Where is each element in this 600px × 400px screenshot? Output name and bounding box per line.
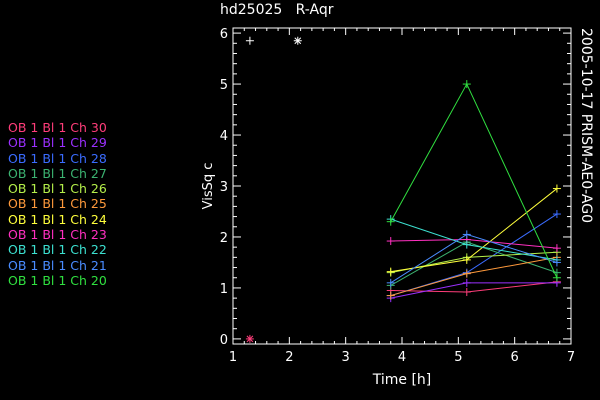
series-line bbox=[390, 239, 557, 249]
y-tick-label: 5 bbox=[220, 78, 228, 93]
series-line bbox=[390, 241, 558, 286]
legend-item: OB 1 Bl 1 Ch 25 bbox=[8, 196, 107, 212]
x-axis-label: Time [h] bbox=[372, 372, 432, 388]
y-tick-label: 0 bbox=[220, 333, 228, 348]
legend-item: OB 1 Bl 1 Ch 30 bbox=[8, 120, 107, 135]
x-tick-label: 2 bbox=[285, 350, 293, 365]
x-tick-label: 4 bbox=[398, 350, 406, 365]
y-tick-label: 1 bbox=[220, 282, 228, 297]
legend-item: OB 1 Bl 1 Ch 20 bbox=[8, 272, 107, 288]
series-line bbox=[390, 233, 558, 284]
extra-point bbox=[246, 335, 254, 343]
x-tick-label: 7 bbox=[567, 350, 575, 365]
legend-item: OB 1 Bl 1 Ch 23 bbox=[8, 227, 107, 243]
legend-item: OB 1 Bl 1 Ch 26 bbox=[8, 181, 107, 197]
legend-item: OB 1 Bl 1 Ch 22 bbox=[8, 242, 107, 258]
series-line bbox=[390, 281, 557, 293]
y-tick-label: 3 bbox=[220, 180, 228, 195]
legend-item: OB 1 Bl 1 Ch 24 bbox=[8, 211, 107, 227]
y-axis-label: VisSq c bbox=[201, 163, 216, 210]
x-tick-label: 5 bbox=[454, 350, 462, 365]
side-label: 2005-10-17 PRISM-AE0-AG0 bbox=[578, 28, 594, 223]
series-group bbox=[386, 80, 561, 303]
legend-item: OB 1 Bl 1 Ch 21 bbox=[8, 257, 107, 273]
legend-item: OB 1 Bl 1 Ch 28 bbox=[8, 150, 107, 166]
y-tick-label: 6 bbox=[220, 27, 228, 42]
extra-points bbox=[245, 36, 302, 343]
y-tick-label: 4 bbox=[220, 129, 228, 144]
legend-item: OB 1 Bl 1 Ch 27 bbox=[8, 165, 107, 181]
chart-title: hd25025 R-Aqr bbox=[220, 2, 334, 18]
x-tick-label: 1 bbox=[229, 350, 237, 365]
plot-frame bbox=[232, 27, 572, 345]
series-line bbox=[390, 256, 558, 297]
x-tick-label: 6 bbox=[511, 350, 519, 365]
extra-point bbox=[294, 37, 302, 45]
x-tick-label: 3 bbox=[342, 350, 350, 365]
y-tick-label: 2 bbox=[220, 231, 228, 246]
series-line bbox=[390, 82, 558, 278]
legend-item: OB 1 Bl 1 Ch 29 bbox=[8, 135, 107, 151]
legend: OB 1 Bl 1 Ch 30 OB 1 Bl 1 Ch 29 OB 1 Bl 1 … bbox=[8, 120, 107, 288]
